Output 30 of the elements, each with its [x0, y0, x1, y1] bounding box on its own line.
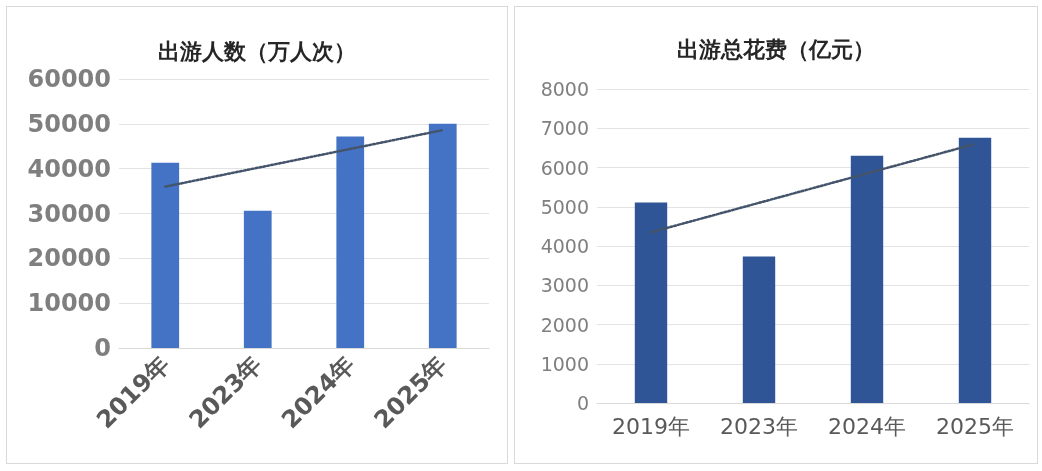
y-tick-label: 60000 [27, 65, 111, 93]
bar [850, 155, 884, 403]
bar [742, 256, 776, 403]
y-tick-label: 2000 [540, 313, 589, 336]
y-tick-label: 30000 [27, 199, 111, 228]
x-tick-label: 2023年 [720, 413, 798, 439]
y-tick-label: 6000 [540, 156, 589, 179]
y-tick-label: 3000 [540, 274, 589, 297]
y-tick-label: 10000 [27, 289, 111, 318]
y-tick-label: 20000 [27, 244, 111, 273]
y-tick-label: 4000 [540, 235, 589, 257]
y-tick-label: 0 [94, 334, 111, 362]
x-tick-label: 2019年 [612, 413, 690, 439]
x-tick-label: 2024年 [828, 413, 906, 439]
chart-title: 出游人数（万人次） [158, 38, 356, 64]
bar [428, 123, 457, 348]
y-tick-label: 1000 [540, 352, 589, 375]
chart-title: 出游总花费（亿元） [677, 36, 875, 62]
x-tick-label: 2025年 [936, 413, 1014, 439]
bar [958, 137, 992, 403]
bar [243, 210, 272, 348]
y-tick-label: 0 [576, 392, 589, 414]
y-tick-label: 5000 [540, 195, 589, 218]
bar [336, 136, 365, 348]
y-tick-label: 7000 [540, 117, 589, 140]
bar [634, 202, 668, 403]
y-tick-label: 8000 [540, 78, 589, 100]
bar [151, 162, 180, 348]
y-tick-label: 50000 [27, 109, 111, 138]
y-tick-label: 40000 [27, 154, 111, 183]
